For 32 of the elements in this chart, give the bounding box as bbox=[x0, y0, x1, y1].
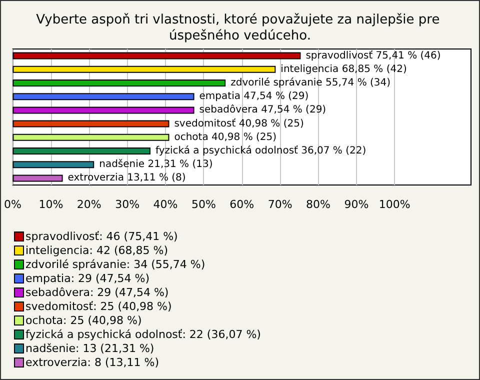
data-label: ochota 40,98 % (25) bbox=[174, 132, 277, 143]
x-tick-label: 90% bbox=[344, 198, 369, 211]
data-label: extroverzia 13,11 % (8) bbox=[68, 172, 186, 184]
x-tick-label: 40% bbox=[153, 198, 178, 211]
x-tick-label: 20% bbox=[76, 198, 102, 211]
x-tick-label: 80% bbox=[306, 198, 330, 211]
data-label: nadšenie 21,31 % (13) bbox=[99, 159, 213, 170]
legend-label: nadšenie: 13 (21,31 %) bbox=[26, 342, 154, 355]
data-label: zdvorilé správanie 55,74 % (34) bbox=[230, 78, 391, 88]
legend-label: inteligencia: 42 (68,85 %) bbox=[26, 244, 168, 257]
legend-label: spravodlivosť: 46 (75,41 %) bbox=[26, 230, 178, 243]
data-label: inteligencia 68,85 % (42) bbox=[280, 64, 407, 75]
x-tick-label: 30% bbox=[115, 198, 140, 211]
legend-label: ochota: 25 (40,98 %) bbox=[26, 314, 142, 327]
x-tick-label: 70% bbox=[268, 198, 292, 211]
legend-label: empatia: 29 (47,54 %) bbox=[26, 272, 150, 285]
legend-label: zdvorilé správanie: 34 (55,74 %) bbox=[26, 258, 206, 271]
legend-label: fyzická a psychická odolnosť: 22 (36,07 %) bbox=[26, 328, 261, 341]
chart-title: Vyberte aspoň tri vlastnosti, ktoré považujete za najlepšie pre úspešného vedúceho. bbox=[36, 12, 444, 44]
legend-label: svedomitosť: 25 (40,98 %) bbox=[26, 300, 172, 313]
x-tick-label: 0% bbox=[4, 198, 22, 211]
data-label: spravodlivosť 75,41 % (46) bbox=[306, 49, 441, 62]
legend-label: extroverzia: 8 (13,11 %) bbox=[26, 356, 159, 369]
x-tick-label: 10% bbox=[38, 198, 64, 211]
data-label: sebadôvera 47,54 % (29) bbox=[199, 104, 326, 116]
data-label: empatia 47,54 % (29) bbox=[199, 91, 309, 102]
data-label: fyzická a psychická odolnosť 36,07 % (22) bbox=[155, 144, 366, 156]
x-tick-label: 50% bbox=[191, 198, 216, 211]
legend-label: sebadôvera: 29 (47,54 %) bbox=[26, 286, 169, 299]
x-tick-label: 100% bbox=[378, 198, 410, 211]
x-tick-label: 60% bbox=[230, 198, 254, 211]
data-label: svedomitosť 40,98 % (25) bbox=[174, 117, 304, 130]
